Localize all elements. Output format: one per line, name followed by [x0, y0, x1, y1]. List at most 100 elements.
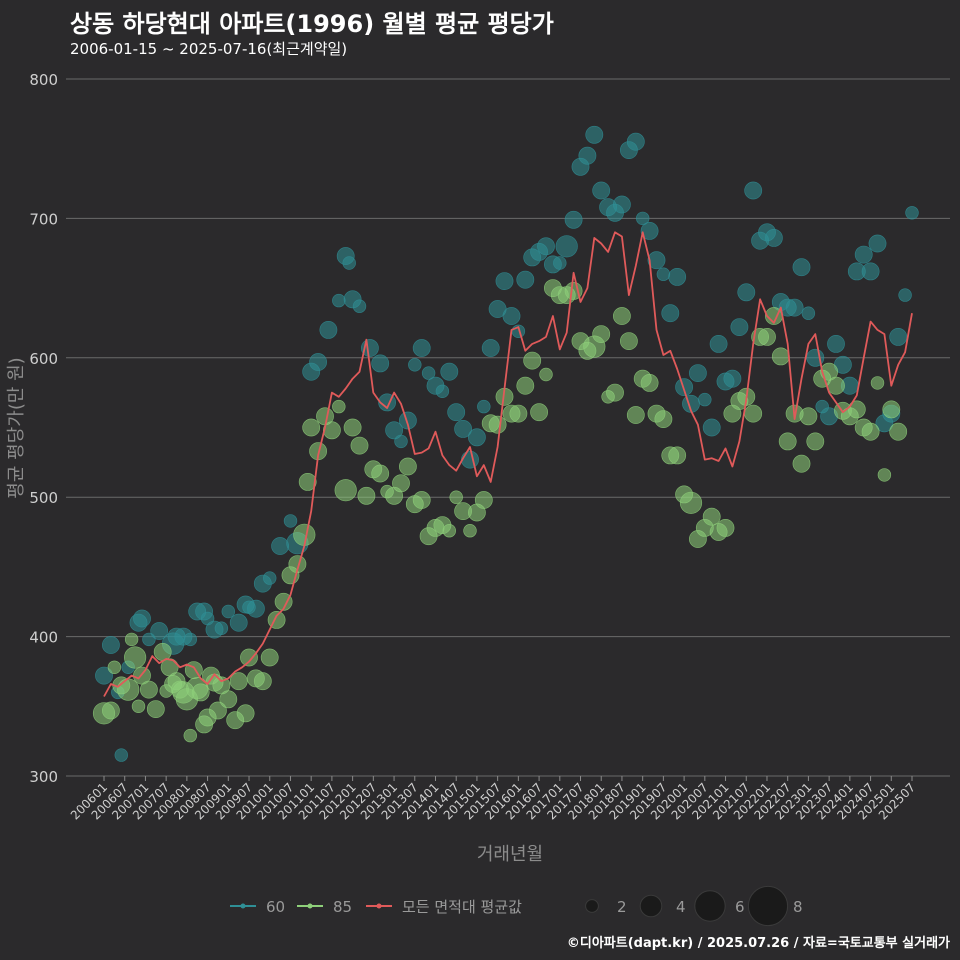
point-60 — [221, 604, 236, 619]
point-60 — [481, 339, 500, 357]
point-60 — [647, 251, 666, 270]
point-60 — [309, 353, 328, 371]
point-60 — [394, 434, 408, 449]
point-85 — [516, 376, 535, 395]
legend-key-dot — [376, 903, 382, 909]
point-60 — [698, 392, 712, 407]
point-85 — [260, 648, 279, 667]
point-60 — [398, 411, 417, 430]
point-85 — [792, 454, 811, 473]
point-60 — [702, 418, 721, 437]
y-tick-label: 600 — [29, 350, 58, 368]
point-60 — [502, 307, 521, 325]
point-85 — [240, 648, 258, 667]
point-60 — [421, 366, 436, 380]
point-60 — [564, 210, 583, 229]
point-60 — [792, 258, 811, 277]
point-60 — [371, 354, 390, 373]
legend-key-dot — [240, 903, 246, 909]
point-60 — [661, 304, 680, 323]
point-85 — [509, 404, 528, 423]
legend-size-circle — [585, 899, 599, 913]
point-85 — [274, 592, 293, 611]
point-60 — [905, 206, 919, 220]
point-85 — [302, 418, 321, 437]
point-60 — [613, 195, 631, 214]
point-85 — [442, 523, 456, 538]
point-85 — [117, 678, 140, 701]
point-85 — [322, 421, 341, 440]
point-85 — [870, 376, 885, 390]
point-85 — [806, 432, 825, 451]
point-85 — [219, 690, 238, 709]
point-85 — [449, 490, 463, 504]
point-60 — [102, 636, 120, 654]
point-85 — [640, 373, 659, 392]
legend-size-circle — [694, 890, 726, 922]
point-85 — [758, 327, 776, 346]
point-85 — [357, 486, 376, 505]
point-85 — [124, 646, 147, 669]
point-85 — [107, 660, 122, 674]
source-caption: ©디아파트(dapt.kr) / 2025.07.26 / 자료=국토교통부 실… — [566, 936, 950, 951]
point-60 — [263, 571, 277, 585]
point-85 — [613, 307, 631, 325]
point-60 — [689, 364, 707, 383]
point-60 — [868, 234, 887, 253]
point-85 — [208, 701, 227, 720]
point-85 — [229, 672, 248, 691]
point-85 — [139, 680, 158, 699]
point-60 — [440, 362, 459, 381]
y-tick-label: 400 — [29, 629, 58, 647]
point-60 — [861, 262, 880, 281]
point-60 — [668, 267, 687, 286]
chart-title: 상동 하당현대 아파트(1996) 월별 평균 평당가 — [70, 10, 554, 38]
point-85 — [847, 400, 866, 419]
point-60 — [827, 334, 845, 353]
point-60 — [765, 228, 783, 247]
point-60 — [592, 181, 611, 200]
legend-size-label: 8 — [793, 898, 803, 916]
y-tick-label: 500 — [29, 489, 58, 507]
point-60 — [626, 132, 645, 151]
legend-size-label: 2 — [617, 898, 627, 916]
y-axis-title: 평균 평당가(만 원) — [6, 357, 27, 498]
point-85 — [488, 415, 507, 434]
point-60 — [640, 221, 659, 240]
point-60 — [454, 419, 473, 438]
point-85 — [771, 347, 790, 366]
point-60 — [332, 293, 346, 308]
point-60 — [553, 256, 567, 270]
average-line-group — [103, 231, 913, 697]
point-60 — [412, 339, 431, 357]
point-85 — [253, 672, 272, 691]
point-60 — [435, 384, 450, 398]
point-60 — [635, 211, 650, 226]
point-85 — [343, 418, 362, 437]
point-60 — [271, 537, 290, 555]
point-85 — [298, 472, 317, 491]
legend-key-dot — [307, 903, 313, 909]
point-85 — [523, 351, 542, 370]
y-tick-label: 700 — [29, 210, 58, 228]
point-85 — [882, 400, 901, 419]
point-85 — [606, 383, 624, 402]
point-85 — [236, 704, 255, 723]
point-85 — [877, 468, 892, 482]
legend-size-circle — [747, 885, 789, 927]
point-60 — [889, 327, 908, 346]
point-85 — [392, 474, 410, 493]
point-60 — [342, 256, 356, 270]
point-60 — [537, 237, 555, 256]
legend-size-label: 6 — [735, 898, 745, 916]
point-60 — [785, 298, 804, 317]
point-60 — [555, 235, 578, 258]
point-85 — [539, 367, 553, 382]
point-85 — [799, 407, 818, 426]
point-85 — [183, 728, 198, 743]
point-60 — [801, 306, 816, 320]
point-85 — [889, 422, 908, 441]
point-60 — [578, 146, 597, 165]
point-60 — [408, 358, 422, 372]
point-60 — [114, 748, 129, 762]
